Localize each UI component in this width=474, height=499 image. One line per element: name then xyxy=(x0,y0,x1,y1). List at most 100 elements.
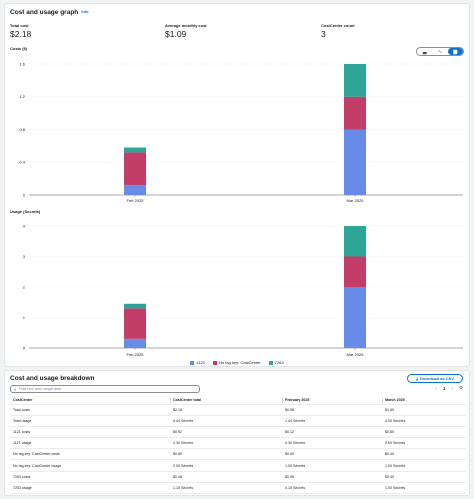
line-chart-button[interactable]: ∿ xyxy=(432,48,447,55)
usage-chart: 0 1 2 3 4 Feb 2025 Mar 2025 xyxy=(23,223,463,357)
legend-swatch xyxy=(213,360,218,365)
bar-segment[interactable] xyxy=(344,256,366,288)
table-cell: $0.40 xyxy=(382,471,466,483)
y-tick-label: 2 xyxy=(23,284,26,289)
chart-type-toggle: ▃ ∿ ▆ xyxy=(416,47,464,56)
legend-label: 1121 xyxy=(196,360,206,365)
bar-icon: ▃ xyxy=(422,48,427,55)
table-cell: 7263 costs xyxy=(10,471,170,483)
y-tick-label: 1.6 xyxy=(19,61,25,66)
table-cell: No tag key: CostCenter usage xyxy=(10,459,170,472)
table-header-row: CostCenter CostCenter total February 202… xyxy=(10,396,466,405)
table-cell: $0.40 xyxy=(382,448,466,461)
bar-segment[interactable] xyxy=(124,303,146,309)
bar-segment[interactable] xyxy=(344,64,366,97)
legend-label: No tag key: CostCenter xyxy=(219,360,261,365)
table-cell: $0.58 xyxy=(282,404,382,416)
bar-chart-button[interactable]: ▃ xyxy=(417,48,432,55)
table-cell: $0.40 xyxy=(282,448,382,461)
x-tick-label: Feb 2025 xyxy=(127,352,145,357)
y-tick-label: 0.8 xyxy=(19,127,25,132)
costs-chart: 0 0.4 0.8 1.2 1.6 Feb 2025 Mar 2025 xyxy=(19,61,463,203)
metric-average-monthly-cost: Average monthly cost $1.09 xyxy=(165,23,207,39)
bar-segment[interactable] xyxy=(124,308,146,339)
table-cell: 1121 usage xyxy=(10,437,170,450)
table-cell: $2.18 xyxy=(170,404,282,416)
table-cell: $0.12 xyxy=(282,426,382,439)
current-page[interactable]: 1 xyxy=(442,385,446,391)
table-cell: 1.00 Secrets xyxy=(382,459,466,472)
table-cell: 2.00 Secrets xyxy=(170,459,282,472)
table-row: 1121 costs $0.92 $0.12 $0.80 xyxy=(10,426,466,439)
y-tick-label: 0 xyxy=(23,345,26,350)
x-tick-label: Mar 2025 xyxy=(347,198,365,203)
table-cell: $0.80 xyxy=(170,448,282,461)
table-cell: 1.00 Secrets xyxy=(382,482,466,495)
metric-value: $1.09 xyxy=(165,29,187,39)
table-row: No tag key: CostCenter usage 2.00 Secrets… xyxy=(10,459,466,472)
table-row: 1121 usage 2.30 Secrets 0.30 Secrets 2.00 S… xyxy=(10,437,466,450)
breakdown-table: CostCenter CostCenter total February 202… xyxy=(10,396,466,495)
bar-segment[interactable] xyxy=(124,185,146,195)
info-link[interactable]: Info xyxy=(81,9,89,14)
column-header[interactable]: March 2025 xyxy=(382,396,466,405)
costs-chart-title: Costs ($) xyxy=(10,46,28,51)
search-input[interactable] xyxy=(18,387,189,391)
usage-chart-title: Usage (Secrets) xyxy=(10,209,41,214)
legend-label: 7263 xyxy=(274,360,284,365)
bar-segment[interactable] xyxy=(124,152,146,186)
search-icon: ⌕ xyxy=(14,386,17,392)
legend-swatch xyxy=(190,360,195,365)
table-cell: 1.00 Secrets xyxy=(282,459,382,472)
download-label: Download as CSV xyxy=(419,376,454,381)
column-header[interactable]: February 2025 xyxy=(282,396,382,405)
column-header[interactable]: CostCenter xyxy=(10,396,170,405)
legend-item[interactable]: 7263 xyxy=(268,360,284,365)
metric-label: CostCenter count xyxy=(321,23,355,28)
bar-segment[interactable] xyxy=(124,147,146,153)
table-cell: 0.15 Secrets xyxy=(282,482,382,495)
metric-label: Total cost xyxy=(10,23,29,28)
table-row: 7263 usage 1.15 Secrets 0.15 Secrets 1.00 S… xyxy=(10,482,466,495)
table-cell: $0.46 xyxy=(170,471,282,483)
table-cell: 5.44 Secrets xyxy=(170,415,282,427)
line-icon: ∿ xyxy=(437,48,443,55)
y-tick-label: 1.2 xyxy=(19,94,25,99)
table-cell: 0.30 Secrets xyxy=(282,437,382,450)
chart-legend: 1121 No tag key: CostCenter 7263 xyxy=(5,360,469,365)
bar-segment[interactable] xyxy=(344,287,366,348)
download-csv-button[interactable]: ⤓ Download as CSV xyxy=(407,374,463,383)
table-cell: $0.06 xyxy=(282,471,382,483)
legend-item[interactable]: 1121 xyxy=(190,360,205,365)
breakdown-title: Cost and usage breakdown xyxy=(10,375,95,382)
previous-page-icon[interactable]: ‹ xyxy=(435,385,437,391)
metric-value: 3 xyxy=(321,29,326,39)
metric-value: $2.18 xyxy=(10,29,32,39)
settings-gear-icon[interactable]: ⚙ xyxy=(458,385,463,390)
search-box: ⌕ xyxy=(10,385,200,393)
table-cell: 1.44 Secrets xyxy=(282,415,382,427)
table-cell: Total usage xyxy=(10,415,170,427)
bar-segment[interactable] xyxy=(344,226,366,257)
cost-usage-breakdown-panel: Cost and usage breakdown ⤓ Download as CS… xyxy=(4,370,470,496)
x-tick-label: Mar 2025 xyxy=(347,352,365,357)
next-page-icon[interactable]: › xyxy=(451,385,453,391)
table-cell: 1121 costs xyxy=(10,426,170,439)
table-cell: $1.60 xyxy=(382,404,466,416)
graph-title: Cost and usage graph Info xyxy=(10,9,89,16)
bar-segment[interactable] xyxy=(344,96,366,130)
stacked-bar-chart-button[interactable]: ▆ xyxy=(447,48,463,55)
metric-total-cost: Total cost $2.18 xyxy=(10,23,31,39)
bar-segment[interactable] xyxy=(124,338,146,348)
bar-segment[interactable] xyxy=(344,129,366,196)
table-cell: 2.30 Secrets xyxy=(170,437,282,450)
table-cell: 7263 usage xyxy=(10,482,170,495)
table-row: Total costs $2.18 $0.58 $1.60 xyxy=(10,404,466,416)
table-row: Total usage 5.44 Secrets 1.44 Secrets 4.00 … xyxy=(10,415,466,427)
table-cell: No tag key: CostCenter costs xyxy=(10,448,170,461)
column-header[interactable]: CostCenter total xyxy=(170,396,282,405)
y-tick-label: 1 xyxy=(23,315,26,320)
graph-title-text: Cost and usage graph xyxy=(10,9,79,16)
table-cell: $0.92 xyxy=(170,426,282,439)
legend-item[interactable]: No tag key: CostCenter xyxy=(213,360,261,365)
